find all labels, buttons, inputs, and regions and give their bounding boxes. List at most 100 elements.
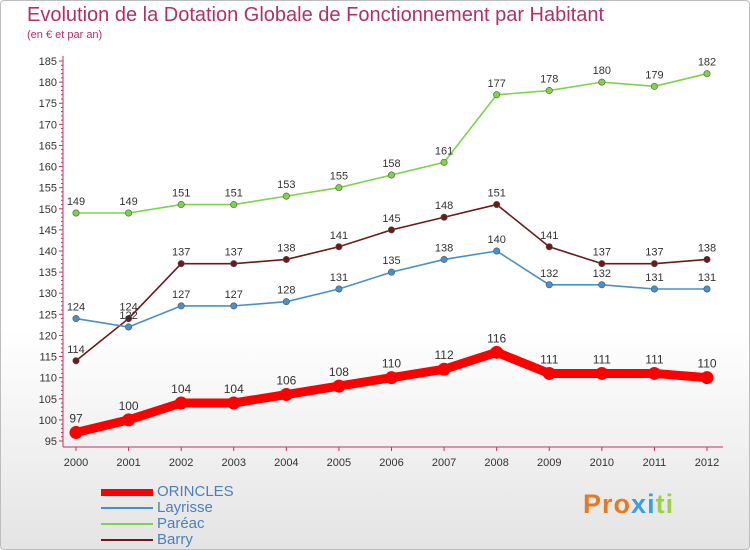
legend-label: Paréac [157, 515, 205, 532]
data-point [230, 260, 238, 268]
data-label: 110 [697, 357, 716, 371]
x-tick-label: 2001 [116, 457, 140, 469]
data-label: 112 [435, 348, 454, 362]
data-point [230, 302, 238, 310]
data-point [282, 298, 290, 306]
data-point [440, 158, 448, 166]
data-point [230, 201, 238, 209]
legend-swatch [101, 523, 153, 525]
data-point [703, 255, 711, 263]
data-label: 124 [119, 302, 137, 314]
data-label: 127 [225, 289, 243, 301]
data-point [545, 87, 553, 95]
data-label: 137 [645, 247, 663, 259]
data-point [545, 243, 553, 251]
data-label: 178 [540, 74, 558, 86]
data-point [72, 315, 80, 323]
data-label: 97 [69, 412, 83, 426]
y-tick-label: 145 [39, 225, 57, 237]
data-label: 110 [382, 357, 401, 371]
data-label: 137 [172, 247, 190, 259]
data-label: 138 [277, 242, 295, 254]
chart-subtitle: (en € et par an) [27, 29, 103, 41]
data-point [703, 70, 711, 78]
data-point [279, 388, 293, 402]
y-tick-label: 185 [39, 56, 57, 68]
data-label: 158 [382, 158, 400, 170]
x-tick-label: 2009 [537, 457, 561, 469]
data-point [177, 302, 185, 310]
data-point [387, 171, 395, 179]
data-label: 148 [435, 200, 453, 212]
data-label: 180 [593, 65, 611, 77]
data-point [598, 281, 606, 289]
x-tick-label: 2004 [274, 457, 298, 469]
data-point [282, 192, 290, 200]
y-tick-label: 120 [39, 330, 57, 342]
data-point [387, 226, 395, 234]
data-label: 138 [698, 242, 716, 254]
data-label: 124 [67, 302, 85, 314]
data-point [598, 260, 606, 268]
data-label: 122 [119, 310, 137, 322]
data-point [650, 82, 658, 90]
y-tick-label: 160 [39, 162, 57, 174]
x-tick-label: 2000 [64, 457, 88, 469]
y-tick-label: 130 [39, 288, 57, 300]
data-point [125, 315, 133, 323]
data-label: 111 [645, 352, 664, 366]
data-point [650, 260, 658, 268]
data-label: 182 [698, 57, 716, 69]
data-label: 111 [540, 352, 559, 366]
y-tick-label: 175 [39, 98, 57, 110]
proxiti-logo: Proxiti [583, 489, 675, 519]
data-label: 137 [225, 247, 243, 259]
legend-swatch [101, 489, 153, 496]
y-tick-label: 165 [39, 140, 57, 152]
data-point [703, 285, 711, 293]
x-tick-label: 2002 [169, 457, 193, 469]
legend-label: Layrisse [157, 499, 213, 516]
chart-title: Evolution de la Dotation Globale de Fonc… [27, 4, 605, 26]
y-tick-label: 115 [39, 352, 57, 364]
x-tick-label: 2007 [432, 457, 456, 469]
x-tick-label: 2012 [695, 457, 719, 469]
data-label: 106 [276, 374, 296, 388]
data-point [542, 366, 556, 380]
data-label: 131 [645, 272, 663, 284]
data-point [440, 213, 448, 221]
y-tick-label: 180 [39, 77, 57, 89]
data-point [700, 371, 714, 385]
data-point [335, 184, 343, 192]
data-point [72, 209, 80, 217]
y-tick-label: 135 [39, 267, 57, 279]
data-point [177, 201, 185, 209]
legend-swatch [101, 539, 153, 541]
data-point [335, 243, 343, 251]
y-tick-label: 125 [39, 309, 57, 321]
data-label: 100 [119, 399, 139, 413]
data-label: 141 [540, 230, 558, 242]
data-label: 128 [277, 285, 295, 297]
y-tick-label: 95 [45, 436, 57, 448]
data-label: 149 [67, 196, 85, 208]
y-tick-label: 140 [39, 246, 57, 258]
data-label: 137 [593, 247, 611, 259]
data-label: 114 [67, 344, 85, 356]
y-tick-label: 155 [39, 183, 57, 195]
data-point [493, 91, 501, 99]
data-label: 131 [698, 272, 716, 284]
data-label: 149 [119, 196, 137, 208]
data-label: 151 [172, 188, 190, 200]
data-point [282, 255, 290, 263]
data-label: 127 [172, 289, 190, 301]
data-point [490, 345, 504, 359]
data-point [332, 379, 346, 393]
data-label: 132 [593, 268, 611, 280]
data-label: 151 [225, 188, 243, 200]
x-tick-label: 2011 [643, 457, 667, 469]
data-label: 141 [330, 230, 348, 242]
legend-label: ORINCLES [157, 483, 234, 500]
legend-swatch [101, 507, 153, 509]
